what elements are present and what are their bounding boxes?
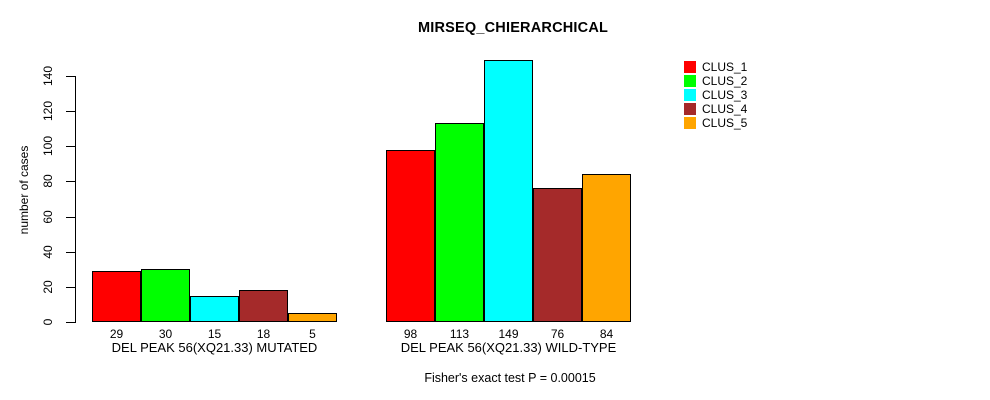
y-axis-tick (66, 146, 75, 147)
bar-clus_4-group1 (239, 290, 288, 322)
legend-swatch-clus_4 (684, 103, 696, 115)
y-axis-tick (66, 181, 75, 182)
bar-value-label: 76 (550, 327, 565, 341)
legend-swatch-clus_5 (684, 117, 696, 129)
bar-value-label: 18 (256, 327, 271, 341)
bar-clus_3-group2 (484, 60, 533, 322)
group-label: DEL PEAK 56(XQ21.33) WILD-TYPE (400, 340, 617, 355)
bar-value-label: 149 (498, 327, 519, 341)
y-axis-tick (66, 76, 75, 77)
bar-clus_1-group2 (386, 150, 435, 322)
y-axis-tick (66, 322, 75, 323)
bar-clus_3-group1 (190, 296, 239, 322)
bar-clus_1-group1 (92, 271, 141, 322)
bar-value-label: 30 (158, 327, 173, 341)
legend-swatch-clus_1 (684, 61, 696, 73)
fisher-test-annotation: Fisher's exact test P = 0.00015 (424, 371, 596, 385)
bar-clus_4-group2 (533, 188, 582, 322)
legend-swatch-clus_2 (684, 75, 696, 87)
bar-value-label: 98 (403, 327, 418, 341)
bar-value-label: 15 (207, 327, 222, 341)
bar-value-label: 113 (449, 327, 470, 341)
legend-label: CLUS_4 (702, 102, 748, 116)
group-label: DEL PEAK 56(XQ21.33) MUTATED (111, 340, 318, 355)
bar-value-label: 84 (599, 327, 614, 341)
legend-label: CLUS_3 (702, 88, 748, 102)
bar-clus_5-group2 (582, 174, 631, 322)
legend-label: CLUS_1 (702, 60, 748, 74)
y-axis-tick (66, 252, 75, 253)
legend-label: CLUS_5 (702, 116, 748, 130)
bar-clus_2-group2 (435, 123, 484, 322)
y-axis-tick (66, 217, 75, 218)
bar-clus_5-group1 (288, 313, 337, 322)
legend-label: CLUS_2 (702, 74, 748, 88)
y-axis-tick (66, 111, 75, 112)
bar-value-label: 29 (109, 327, 124, 341)
y-axis-tick (66, 287, 75, 288)
y-axis-line (75, 76, 76, 323)
bar-clus_2-group1 (141, 269, 190, 322)
chart-title: MIRSEQ_CHIERARCHICAL (417, 20, 609, 36)
legend-swatch-clus_3 (684, 89, 696, 101)
bar-value-label: 5 (309, 327, 316, 341)
